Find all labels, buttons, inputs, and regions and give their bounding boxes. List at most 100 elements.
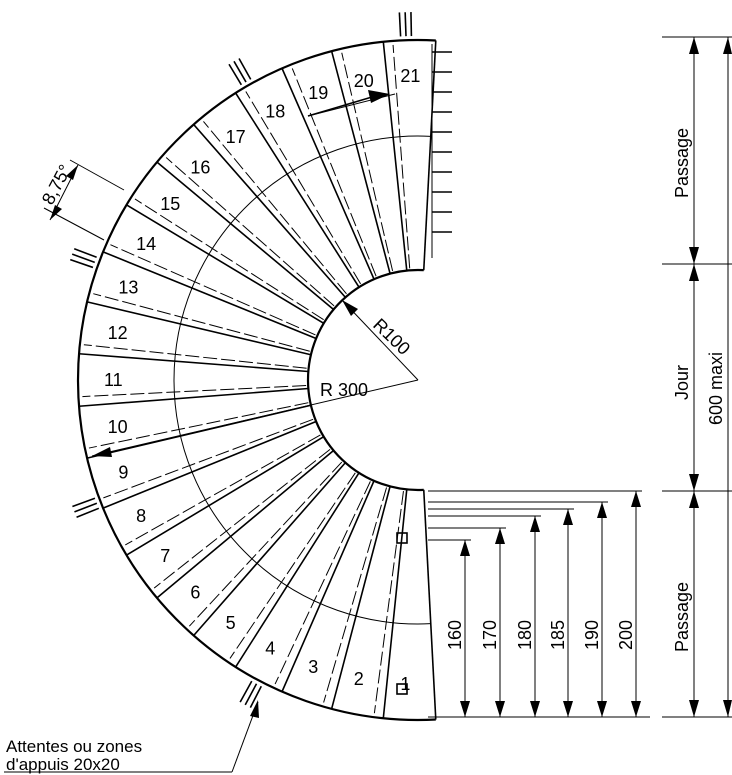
- nosing-line: [229, 472, 356, 659]
- tread-line: [193, 123, 347, 298]
- total-height-label: 600 maxi: [706, 352, 726, 425]
- nosing-line: [274, 481, 371, 685]
- nosing-line: [88, 402, 309, 449]
- nosing-line: [153, 448, 331, 589]
- anchor-marks: [69, 12, 413, 708]
- nosing-line: [341, 52, 394, 272]
- note-line-1: Attentes ou zones: [6, 737, 142, 756]
- nosing-line: [392, 44, 411, 269]
- tread-line: [78, 387, 309, 408]
- nosing-line: [188, 461, 343, 627]
- height-arrow: [563, 509, 573, 525]
- vertical-dimension-column: Passage Jour Passage 600 maxi: [662, 36, 732, 718]
- step-number: 12: [108, 323, 128, 343]
- tread-line: [281, 480, 375, 692]
- anchor-mark: [71, 253, 96, 264]
- anchor-mark: [249, 685, 263, 708]
- step-number: 11: [104, 370, 123, 390]
- nosing-line: [291, 68, 377, 277]
- nosing-line: [134, 198, 324, 321]
- wall-edge-ticks: [431, 44, 452, 258]
- nosing-line: [245, 91, 362, 285]
- step-number: 10: [108, 417, 128, 437]
- tread-line: [156, 161, 335, 311]
- anchor-mark: [398, 12, 402, 37]
- height-label: 200: [616, 620, 636, 650]
- height-arrow: [597, 502, 607, 518]
- tread-line: [235, 472, 360, 668]
- step-number: 3: [308, 657, 318, 677]
- inner-stringer: [306, 268, 424, 492]
- height-label: 180: [515, 620, 535, 650]
- step-number: 13: [118, 278, 138, 298]
- note-line-2: d'appuis 20x20: [6, 755, 120, 774]
- anchor-mark: [72, 497, 96, 508]
- tread-line: [126, 204, 325, 325]
- start-edge: [422, 489, 437, 720]
- anchor-mark: [76, 507, 100, 519]
- step-number: 14: [136, 234, 156, 254]
- tread-line: [382, 489, 408, 719]
- step-number: 17: [226, 127, 246, 147]
- nosing-line: [83, 344, 307, 369]
- step-number: 2: [354, 669, 364, 689]
- tread-line: [102, 251, 317, 340]
- step-number: 16: [190, 158, 210, 178]
- tread-line: [102, 420, 317, 509]
- step-number: 8: [136, 506, 146, 526]
- step-height-dimensions: 160 170 180 185 190 200: [428, 490, 650, 718]
- anchor-mark: [73, 247, 97, 259]
- step-number: 7: [160, 546, 170, 566]
- tread-line: [86, 301, 312, 356]
- stringer-arcs: [76, 38, 437, 722]
- height-arrow: [597, 701, 607, 717]
- step-number: 9: [118, 462, 128, 482]
- passage-bottom-label: Passage: [672, 582, 692, 652]
- tread-line: [126, 435, 325, 556]
- step-number: 20: [354, 71, 374, 91]
- anchor-mark: [233, 60, 247, 83]
- tread-line: [78, 352, 309, 373]
- walking-line: [173, 135, 431, 625]
- anchor-mark: [244, 683, 258, 706]
- tread-line: [330, 50, 391, 274]
- anchor-mark: [239, 680, 253, 703]
- nosing-line: [373, 490, 404, 714]
- support-square: [396, 532, 408, 544]
- height-arrow: [495, 701, 505, 717]
- tread-line: [281, 68, 375, 280]
- nosing-line: [323, 487, 388, 703]
- end-edge: [422, 40, 437, 271]
- height-arrow: [530, 516, 540, 532]
- radius-outer-label: R 300: [320, 380, 368, 400]
- nosing-line: [82, 385, 307, 398]
- tread-line: [235, 92, 360, 288]
- angle-label: 8,75°: [38, 161, 75, 208]
- anchor-mark: [238, 58, 252, 80]
- step-number: 4: [265, 638, 275, 658]
- height-label: 170: [480, 620, 500, 650]
- nosing-line: [203, 121, 347, 295]
- nosing-line: [93, 293, 310, 352]
- anchor-note: Attentes ou zones d'appuis 20x20: [4, 700, 259, 774]
- passage-top-label: Passage: [672, 128, 692, 198]
- nosing-line: [103, 418, 314, 499]
- tread-line: [156, 449, 335, 599]
- step-number: 19: [308, 83, 328, 103]
- nosing-line: [110, 244, 316, 336]
- tread-lines: [78, 41, 411, 719]
- tread-line: [330, 486, 391, 710]
- anchor-mark: [228, 63, 243, 86]
- step-number: 1: [400, 674, 410, 694]
- step-number: 18: [265, 102, 285, 122]
- height-label: 190: [582, 620, 602, 650]
- height-arrow: [563, 701, 573, 717]
- angle-dimension: 8,75°: [38, 159, 125, 241]
- height-arrow: [460, 701, 470, 717]
- step-number: 5: [226, 613, 236, 633]
- anchor-mark: [74, 502, 98, 513]
- step-number: 15: [160, 194, 180, 214]
